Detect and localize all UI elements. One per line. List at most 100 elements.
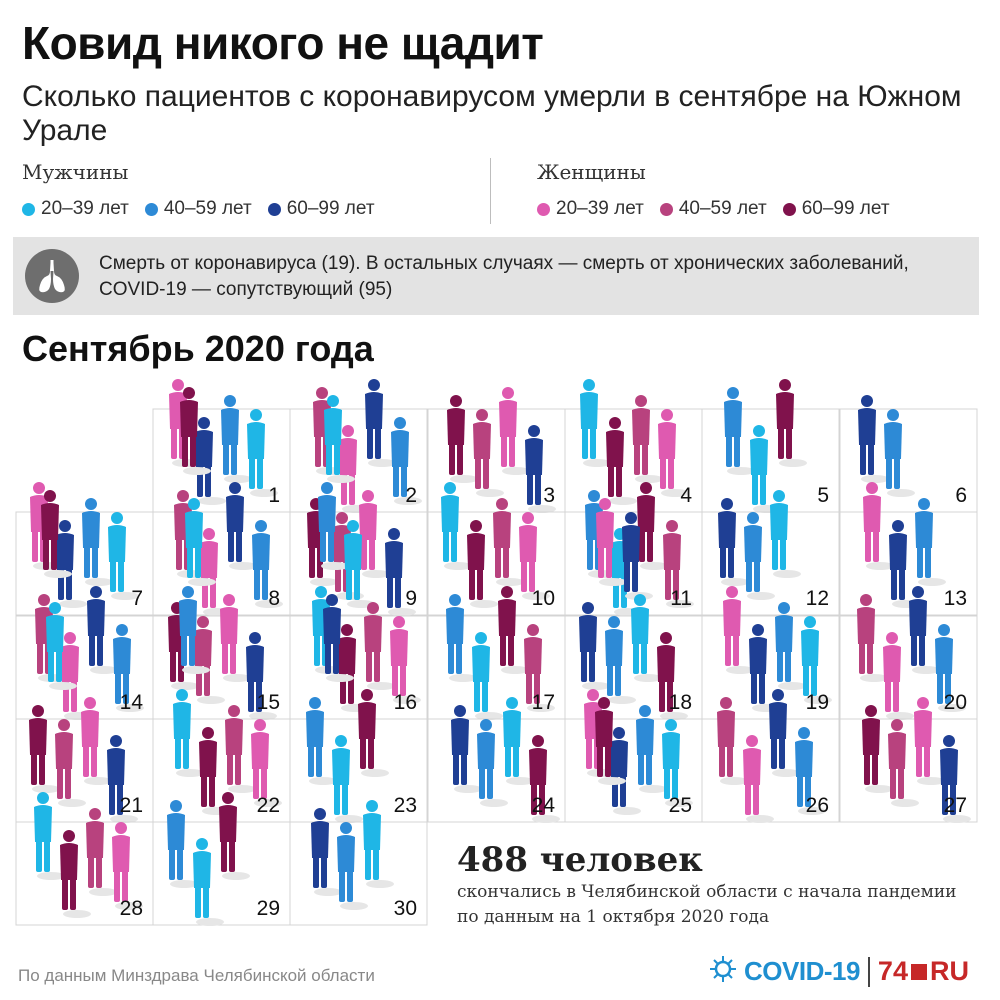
person-figure [112,822,143,910]
person-figure [888,719,919,807]
legend-women: Женщины 20–39 лет 40–59 лет 60–99 лет [537,160,890,220]
legend-label: 40–59 лет [678,198,767,219]
person-figure [180,387,211,475]
person-figure [358,689,389,777]
day-cell-30 [289,821,428,926]
person-figure [46,602,77,690]
person-figure [858,395,889,483]
day-number-label: 17 [532,691,555,714]
person-figure [662,719,693,807]
person-figure [391,417,422,505]
person-figure [493,498,524,586]
person-figure [364,602,395,690]
brand-divider [867,956,870,987]
source-note: По данным Минздрава Челябинской области [18,966,375,985]
person-figure [108,512,139,600]
person-figure [776,379,807,467]
day-number-label: 12 [806,587,829,610]
note-text: Смерть от коронавируса (19). В остальных… [99,253,909,300]
day-number-label: 13 [944,587,967,610]
person-figure [195,417,226,505]
person-figure [226,482,257,570]
brand-74: 74 [877,956,908,986]
day-number-label: 7 [131,587,143,610]
legend-men-20-39: 20–39 лет [22,198,129,220]
legend-divider [490,158,491,224]
person-figure [862,705,893,793]
person-figure [743,735,774,823]
virus-icon [708,954,738,989]
day-number-label: 29 [257,897,280,920]
person-figure [769,689,800,777]
person-figure [344,520,375,608]
day-number-label: 14 [120,691,144,714]
day-number-label: 8 [268,587,280,610]
person-figure [221,395,252,483]
person-figure [225,705,256,793]
person-figure [909,586,940,674]
person-figure [883,632,914,720]
brand-logo: COVID-19 74 RU [708,954,969,989]
person-figure [87,586,118,674]
month-label: Сентябрь 2020 года [22,328,374,369]
day-number-label: 11 [670,587,692,610]
covid-note-box: Смерть от коронавируса (19). В остальных… [13,237,979,315]
person-figure [657,632,688,720]
day-cell-13 [839,511,978,616]
legend-men-40-59: 40–59 лет [144,198,252,220]
legend-dot [144,202,158,216]
day-number-label: 25 [669,794,692,817]
day-number-label: 2 [405,484,417,507]
day-number-label: 26 [806,794,829,817]
person-figure [503,697,534,785]
person-figure [363,800,394,888]
person-figure [385,528,416,616]
person-figure [185,498,216,586]
day-number-label: 30 [394,897,417,920]
person-figure [332,735,363,823]
total-description: скончались в Челябинской области с начал… [457,882,957,927]
person-figure [337,822,368,910]
person-figure [632,395,663,483]
person-figure [580,379,611,467]
total-deaths: 488 человек [457,840,703,880]
person-figure [451,705,482,793]
person-figure [750,425,781,513]
day-number-label: 9 [405,587,417,610]
brand-covid: COVID-19 [744,956,860,986]
person-figure [596,498,627,586]
legend-label: 20–39 лет [41,198,129,219]
person-figure [220,594,251,682]
legend-men: Мужчины 20–39 лет 40–59 лет 60–99 лет [22,160,375,220]
person-figure [606,417,637,505]
person-figure [107,735,138,823]
person-figure [863,482,894,570]
person-figure [795,727,826,815]
person-figure [318,482,349,570]
person-figure [390,616,421,704]
day-number-label: 27 [944,794,967,817]
legend-dot [537,202,550,216]
person-figure [801,616,832,704]
person-figure [199,727,230,815]
legend-dot [782,202,796,216]
person-figure [717,697,748,785]
person-figure [935,624,966,712]
legend-dot [22,202,35,216]
person-figure [82,498,113,586]
person-figure [338,624,369,712]
person-figure [113,624,144,712]
day-number-label: 22 [257,794,280,817]
person-figure [247,409,278,497]
person-figure [914,697,945,785]
brand-square [910,963,927,980]
legend-men-60-99: 60–99 лет [267,198,375,220]
day-number-label: 5 [817,484,829,507]
person-figure [365,379,396,467]
person-figure [173,689,204,777]
legend-women-20-39: 20–39 лет [537,198,644,220]
legend-women-40-59: 40–59 лет [659,198,767,220]
legend-dot [267,202,281,216]
page-subtitle: Сколько пациентов с коронавирусом умерли… [22,80,962,147]
